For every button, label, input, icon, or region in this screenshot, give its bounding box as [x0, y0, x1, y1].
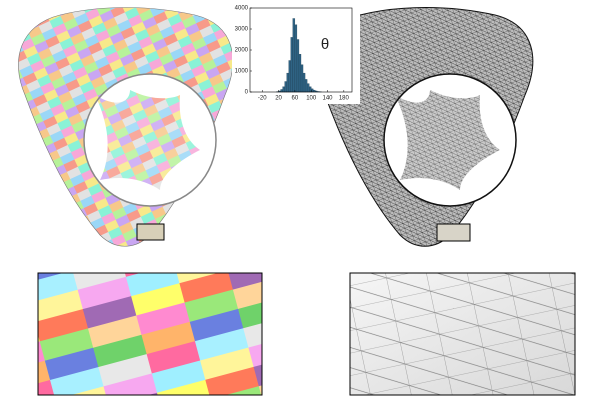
bar	[285, 82, 287, 93]
x-tick-label: 20	[275, 96, 282, 102]
bar	[291, 37, 293, 92]
bar	[307, 84, 309, 92]
bar	[309, 87, 311, 92]
bar	[295, 25, 297, 92]
y-tick-label: 4000	[235, 6, 249, 12]
x-tick-label: -20	[258, 96, 267, 102]
zoom-mesh	[350, 273, 575, 395]
colored-model	[18, 8, 232, 247]
y-tick-label: 2000	[235, 48, 249, 54]
page: θ 01000200030004000-202060100140180 (() …	[0, 0, 592, 402]
x-tick-label: 60	[292, 96, 299, 102]
bar	[299, 54, 301, 92]
x-tick-label: 140	[323, 96, 334, 102]
x-tick-label: 100	[306, 96, 317, 102]
zoom-colored	[38, 273, 262, 395]
bar	[311, 89, 313, 92]
bar	[281, 89, 283, 92]
y-tick-label: 1000	[235, 69, 249, 75]
figure: θ 01000200030004000-202060100140180	[0, 0, 592, 397]
bar	[293, 19, 295, 93]
bar	[283, 87, 285, 92]
bar	[289, 61, 291, 93]
bar	[305, 79, 307, 92]
y-tick-label: 3000	[235, 27, 249, 33]
x-tick-label: 180	[339, 96, 350, 102]
bar	[301, 65, 303, 92]
bar	[287, 73, 289, 92]
bar	[297, 40, 299, 93]
bar	[303, 73, 305, 92]
annotation: θ	[321, 36, 329, 53]
